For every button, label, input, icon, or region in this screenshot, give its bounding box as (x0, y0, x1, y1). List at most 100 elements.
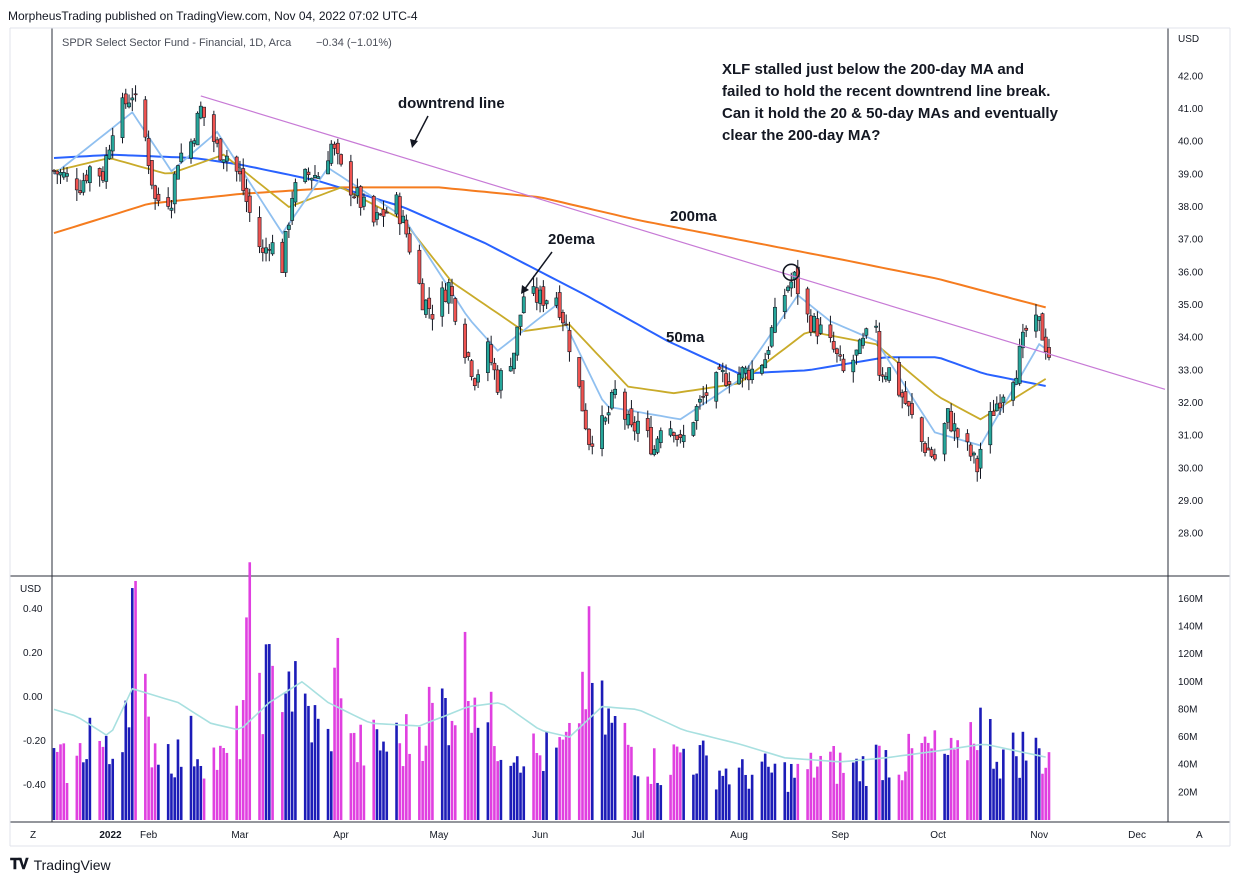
volume-bar (512, 762, 516, 820)
volume-bar (545, 731, 548, 820)
candle-body (283, 231, 288, 273)
volume-bar (261, 734, 265, 820)
volume-bar (675, 746, 679, 820)
change-legend: −0.34 (−1.01%) (316, 37, 392, 49)
candle-body (55, 170, 60, 175)
volume-bar (241, 700, 245, 820)
auto-scale-button[interactable]: A (1196, 830, 1203, 841)
volume-tick-label: 140M (1178, 621, 1203, 632)
volume-bar (235, 705, 238, 820)
candle-body (623, 391, 627, 420)
candle-body (1021, 331, 1025, 349)
volume-bar (1037, 748, 1041, 820)
volume-bar (851, 762, 855, 820)
candle-body (469, 360, 474, 377)
candle-body (854, 349, 859, 356)
candle-body (649, 427, 653, 455)
candle-body (994, 403, 999, 412)
volume-bar (147, 716, 150, 820)
commentary-note: XLF stalled just below the 200-day MA an… (722, 61, 1059, 144)
ma200-label: 200ma (670, 208, 717, 225)
volume-bar (672, 744, 676, 820)
candle-body (198, 105, 203, 119)
volume-bar (111, 758, 115, 820)
price-tick-label: 32.00 (1178, 398, 1203, 409)
volume-bar (741, 759, 744, 820)
volume-bar (581, 671, 584, 820)
candle-body (975, 458, 980, 473)
candle-body (485, 341, 490, 373)
price-axis[interactable]: 42.00 41.00 40.00 39.00 38.00 37.00 36.00 35.00… (1178, 71, 1203, 539)
symbol-legend[interactable]: SPDR Select Sector Fund - Financial, 1D,… (62, 37, 292, 49)
volume-bar (600, 680, 604, 820)
volume-bar (212, 747, 216, 820)
volume-bar (268, 644, 271, 820)
candle-body (835, 348, 839, 354)
candle-body (238, 170, 242, 175)
candle-body (945, 408, 950, 423)
candle-body (329, 143, 334, 164)
candle-body (189, 141, 193, 159)
candle-body (84, 174, 89, 182)
volume-bar (590, 682, 594, 820)
candle-body (955, 428, 960, 438)
volume-bar (1041, 773, 1044, 820)
candle-body (636, 420, 640, 434)
volume-bar (975, 750, 979, 820)
volume-bar (874, 744, 878, 820)
indicator-tick-label: -0.20 (23, 736, 46, 747)
candle-body (515, 326, 520, 356)
candle-body (1001, 396, 1006, 403)
candle-body (629, 408, 634, 426)
volume-bar (878, 745, 881, 820)
volume-bar (786, 791, 790, 820)
candle-body (737, 373, 741, 385)
time-axis[interactable]: 2022 Feb Mar Apr May Jun Jul Aug Sep Oct Nov Dec (99, 830, 1146, 841)
volume-bar (773, 763, 777, 820)
volume-bar (222, 748, 225, 820)
volume-bar (408, 753, 411, 820)
volume-bar (587, 606, 591, 820)
candle-body (401, 215, 405, 223)
volume-bar (121, 752, 124, 820)
volume-bar (418, 726, 421, 820)
volume-axis[interactable]: 160M 140M 120M 100M 80M 60M 40M 20M (1178, 594, 1203, 799)
volume-bar (930, 748, 933, 820)
candle-body (492, 362, 497, 371)
time-tick-label: Sep (831, 830, 849, 841)
candle-body (404, 219, 409, 235)
candle-body (192, 140, 197, 144)
ma50-label: 50ma (666, 329, 705, 346)
volume-bar (75, 755, 79, 820)
candle-body (554, 297, 559, 306)
ema20-label: 20ema (548, 231, 595, 248)
candle-body (812, 316, 817, 332)
candle-body (887, 367, 892, 381)
candle-body (202, 106, 206, 118)
ma-line-200ma (53, 186, 1046, 309)
volume-bar (669, 774, 672, 820)
candle-body (952, 423, 957, 432)
candle-body (691, 422, 696, 436)
candle-body (466, 352, 471, 357)
volume-bar (737, 767, 741, 820)
volume-bar (336, 637, 340, 820)
candle-body (900, 392, 905, 398)
candle-body (675, 435, 679, 440)
candle-body (698, 398, 702, 403)
volume-tick-label: 80M (1178, 704, 1197, 715)
footer: 𝐓𝐕 TradingView (10, 856, 111, 873)
zoom-button[interactable]: Z (30, 830, 36, 841)
volume-bar (447, 745, 451, 820)
volume-bar (1018, 777, 1021, 820)
candle-body (606, 412, 611, 416)
volume-bar (78, 743, 82, 820)
volume-bar (714, 789, 718, 820)
candle-body (407, 233, 412, 253)
candle-body (512, 352, 516, 370)
volume-bar (760, 761, 764, 820)
volume-bar (450, 720, 454, 820)
candle-body (130, 97, 135, 101)
chart-canvas[interactable]: SPDR Select Sector Fund - Financial, 1D,… (0, 0, 1240, 850)
indicator-axis: 0.40 0.20 0.00 -0.20 -0.40 (23, 604, 46, 791)
